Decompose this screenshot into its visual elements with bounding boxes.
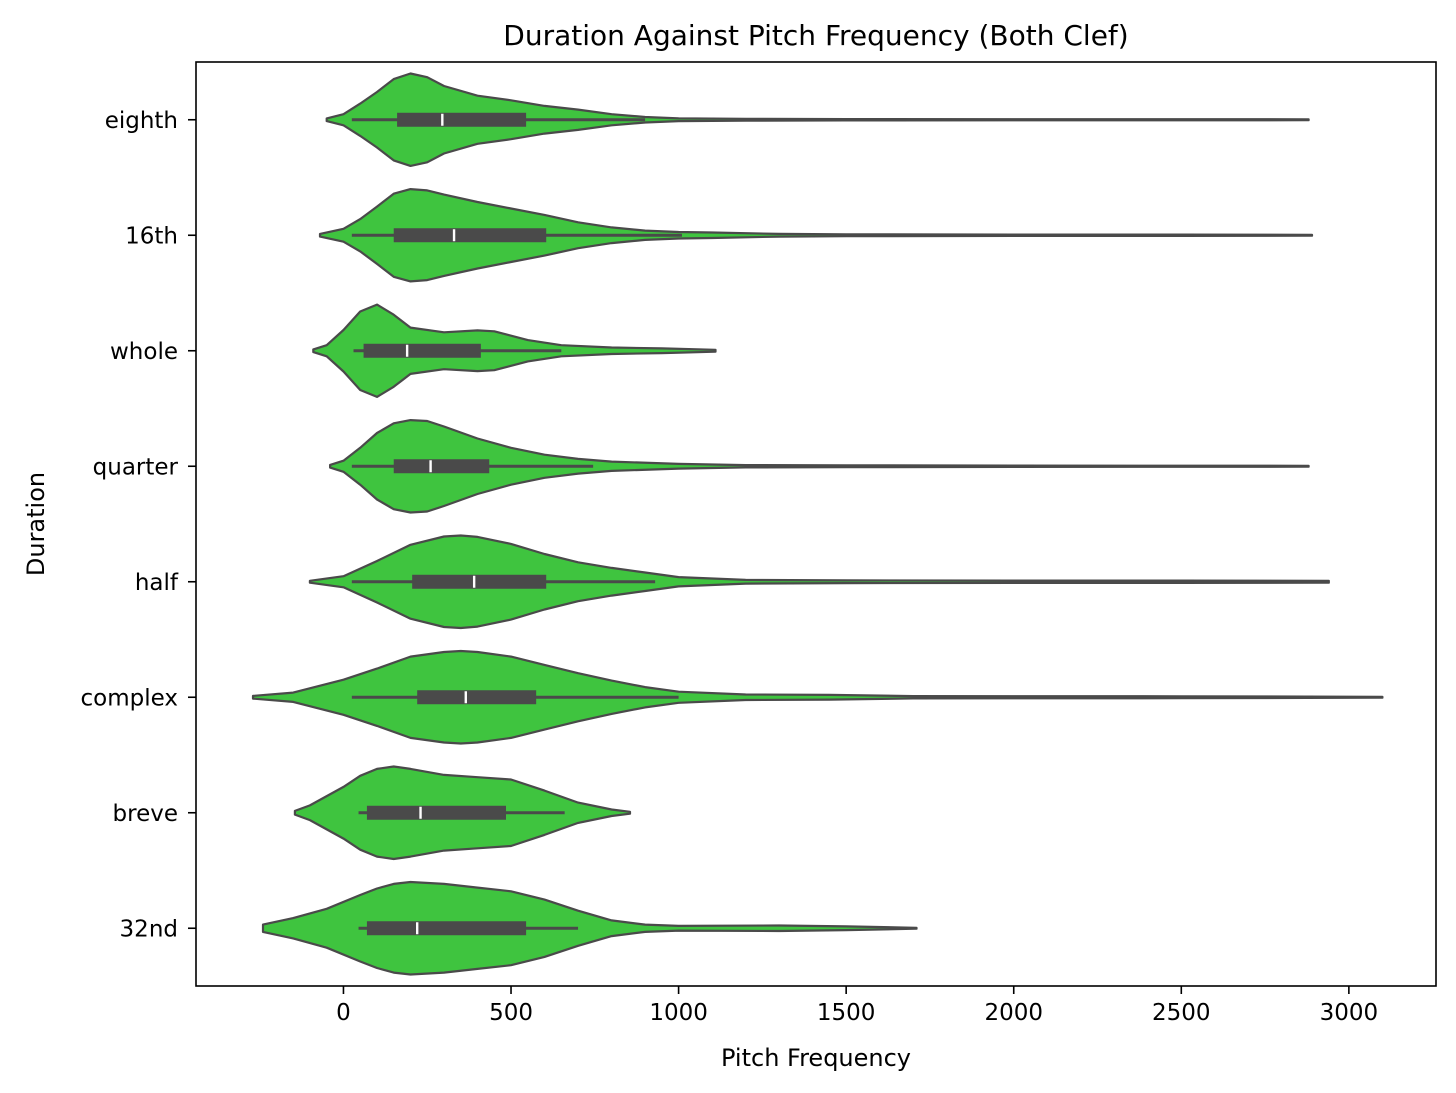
violin-16th [318, 188, 1314, 283]
y-tick-label-complex: complex [81, 685, 178, 711]
violin-quarter [329, 419, 1310, 514]
x-tick-label-1000: 1000 [649, 1000, 708, 1026]
y-tick-label-half: half [135, 570, 179, 596]
violin-complex [251, 649, 1384, 745]
x-tick-label-3000: 3000 [1320, 1000, 1379, 1026]
violins-group [251, 72, 1384, 976]
violin-body-32nd [261, 880, 918, 976]
x-tick-label-2000: 2000 [984, 1000, 1043, 1026]
violin-body-complex [251, 649, 1384, 745]
y-axis: eighth 16th whole quarter half complex breve 32… [81, 108, 196, 942]
x-tick-label-1500: 1500 [817, 1000, 876, 1026]
violin-breve [293, 765, 632, 861]
iqr-box-whole [363, 343, 481, 358]
y-axis-label: Duration [22, 472, 50, 576]
iqr-box-eighth [397, 112, 527, 127]
violin-body-half [308, 534, 1330, 630]
y-tick-label-whole: whole [110, 339, 178, 365]
iqr-box-half [412, 574, 547, 589]
x-tick-label-2500: 2500 [1152, 1000, 1211, 1026]
violin-body-16th [318, 188, 1314, 283]
chart-title: Duration Against Pitch Frequency (Both C… [503, 19, 1128, 52]
violin-body-eighth [325, 72, 1310, 167]
iqr-box-complex [417, 690, 537, 705]
iqr-box-32nd [366, 921, 527, 936]
violin-body-quarter [329, 419, 1310, 514]
y-tick-label-breve: breve [113, 801, 178, 827]
x-axis-label: Pitch Frequency [721, 1044, 911, 1072]
violin-half [308, 534, 1330, 630]
x-axis: 0 500 1000 1500 2000 2500 3000 [336, 986, 1378, 1026]
plot-frame [195, 61, 1437, 987]
violin-whole [312, 303, 717, 398]
x-tick-label-0: 0 [336, 1000, 351, 1026]
iqr-box-quarter [393, 459, 490, 474]
iqr-box-breve [366, 805, 506, 820]
y-tick-label-quarter: quarter [93, 454, 179, 480]
y-tick-label-16th: 16th [125, 223, 178, 249]
violin-32nd [261, 880, 918, 976]
x-tick-label-500: 500 [489, 1000, 533, 1026]
y-tick-label-32nd: 32nd [120, 916, 178, 942]
violin-eighth [325, 72, 1310, 167]
iqr-box-16th [393, 228, 547, 243]
y-tick-label-eighth: eighth [105, 108, 178, 134]
